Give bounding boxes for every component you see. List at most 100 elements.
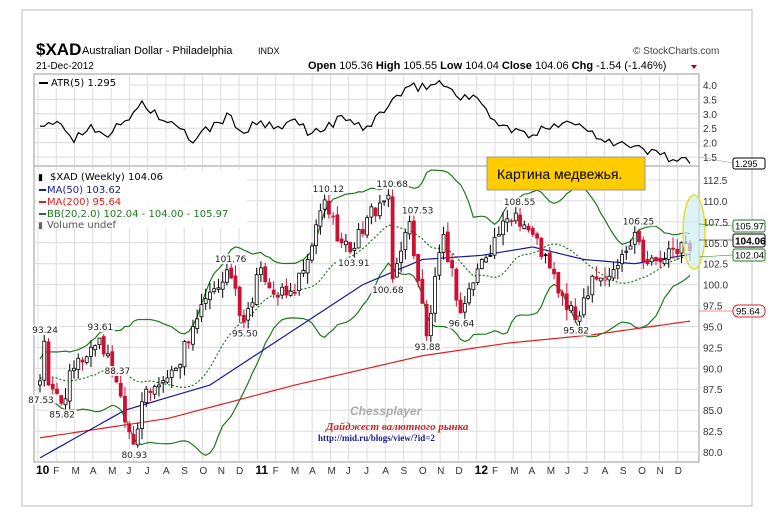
x-tick-label: J bbox=[346, 466, 351, 477]
candle-body bbox=[411, 220, 416, 257]
candle-body bbox=[662, 259, 667, 265]
x-tick-label: M bbox=[291, 466, 299, 477]
candle-body bbox=[38, 380, 42, 386]
price-label-bg bbox=[31, 325, 60, 336]
candle-body bbox=[246, 308, 251, 321]
x-tick-label: S bbox=[401, 466, 408, 477]
candle-body bbox=[458, 299, 463, 314]
candle-body bbox=[462, 303, 467, 313]
x-tick-label: M bbox=[72, 466, 80, 477]
atr-line bbox=[39, 79, 691, 164]
ma200-tag-text: 95.64 bbox=[736, 307, 760, 318]
price-label: 80.93 bbox=[121, 451, 147, 461]
bb-upper-tag bbox=[732, 219, 766, 233]
price-label-bg bbox=[103, 365, 132, 376]
highlight-ellipse bbox=[682, 194, 706, 270]
candle-body bbox=[556, 272, 561, 294]
x-tick-label: J bbox=[583, 466, 588, 477]
candle-body bbox=[148, 390, 153, 393]
candle-body bbox=[242, 314, 246, 323]
volume-icon: ▮ bbox=[38, 220, 43, 230]
candle-body bbox=[382, 200, 387, 203]
candle-body bbox=[348, 241, 353, 253]
price-label: 96.64 bbox=[449, 320, 475, 330]
candle-body bbox=[403, 231, 408, 251]
x-tick-label: A bbox=[529, 466, 536, 477]
price-label: 106.25 bbox=[623, 217, 655, 227]
candle-icon: ▮ bbox=[38, 172, 43, 182]
price-label-bg bbox=[447, 318, 477, 329]
candle-body bbox=[492, 236, 497, 256]
candle-body bbox=[637, 230, 641, 243]
atr-legend-bg bbox=[37, 76, 129, 88]
candle-body bbox=[445, 231, 450, 263]
candle-body bbox=[89, 346, 93, 357]
x-tick-label: A bbox=[309, 466, 316, 477]
price-y-tick: 97.5 bbox=[703, 302, 723, 313]
candle-body bbox=[84, 356, 89, 363]
candle-body bbox=[314, 224, 319, 247]
x-tick-label: O bbox=[419, 466, 427, 477]
candle-body bbox=[581, 297, 586, 316]
candle-body bbox=[174, 367, 178, 371]
candle-body bbox=[560, 292, 565, 297]
candle-body bbox=[123, 395, 127, 423]
atr-tag-text: 1.295 bbox=[735, 159, 758, 169]
brand-logo: © StockCharts.com bbox=[633, 46, 719, 57]
volume-legend: Volume undef bbox=[47, 220, 117, 231]
candle-body bbox=[80, 359, 85, 363]
candle-body bbox=[59, 395, 64, 404]
candle-body bbox=[267, 282, 272, 289]
candle-body bbox=[509, 220, 514, 223]
x-tick-label: J bbox=[565, 466, 570, 477]
chart-date: 21-Dec-2012 bbox=[36, 61, 94, 72]
candle-body bbox=[679, 242, 684, 254]
price-label: 93.88 bbox=[415, 343, 441, 353]
candle-body bbox=[479, 259, 484, 269]
candle-body bbox=[220, 281, 225, 290]
price-y-tick: 102.5 bbox=[703, 260, 728, 271]
candle-body bbox=[594, 276, 599, 280]
candle-body bbox=[152, 385, 157, 395]
candle-body bbox=[513, 212, 518, 222]
price-label: 88.37 bbox=[104, 367, 130, 377]
candle-body bbox=[501, 220, 505, 236]
price-label-bg bbox=[337, 257, 371, 268]
price-labels: 93.24 87.53 85.82 93.61 88.37 80.93 101.76 95.5… bbox=[27, 179, 656, 461]
candle-body bbox=[535, 233, 539, 239]
atr-y-tick: 3.5 bbox=[703, 95, 717, 106]
candle-body bbox=[254, 274, 259, 305]
candle-body bbox=[369, 206, 374, 218]
candle-body bbox=[454, 268, 459, 301]
candle-body bbox=[654, 257, 658, 261]
candle-body bbox=[607, 275, 612, 281]
candle-body bbox=[97, 337, 102, 346]
candle-body bbox=[195, 318, 200, 329]
candle-body bbox=[475, 268, 480, 283]
ma200-line bbox=[39, 320, 691, 439]
candle-body bbox=[416, 253, 421, 282]
atr-y-tick: 2.5 bbox=[703, 124, 717, 135]
candle-body bbox=[624, 250, 629, 253]
candle-body bbox=[216, 287, 221, 290]
candle-body bbox=[55, 388, 59, 394]
price-label-bg bbox=[213, 253, 248, 264]
candle-body bbox=[586, 295, 590, 299]
x-tick-label: D bbox=[236, 466, 243, 477]
candle-body bbox=[530, 227, 535, 235]
price-legend: $XAD (Weekly) 104.06 bbox=[50, 172, 163, 183]
candle-body bbox=[598, 277, 603, 282]
atr-legend: ATR(5) 1.295 bbox=[51, 78, 116, 89]
ma50-legend: MA(50) 103.62 bbox=[47, 185, 121, 196]
x-tick-label: N bbox=[437, 466, 444, 477]
candle-body bbox=[140, 401, 144, 429]
close-tag bbox=[732, 233, 766, 248]
x-tick-label: J bbox=[364, 466, 369, 477]
candle-body bbox=[645, 259, 650, 265]
candle-body bbox=[301, 270, 306, 274]
candle-body bbox=[343, 240, 348, 246]
candle-body bbox=[237, 286, 242, 316]
candle-body bbox=[335, 214, 340, 242]
candle-body bbox=[263, 266, 268, 283]
